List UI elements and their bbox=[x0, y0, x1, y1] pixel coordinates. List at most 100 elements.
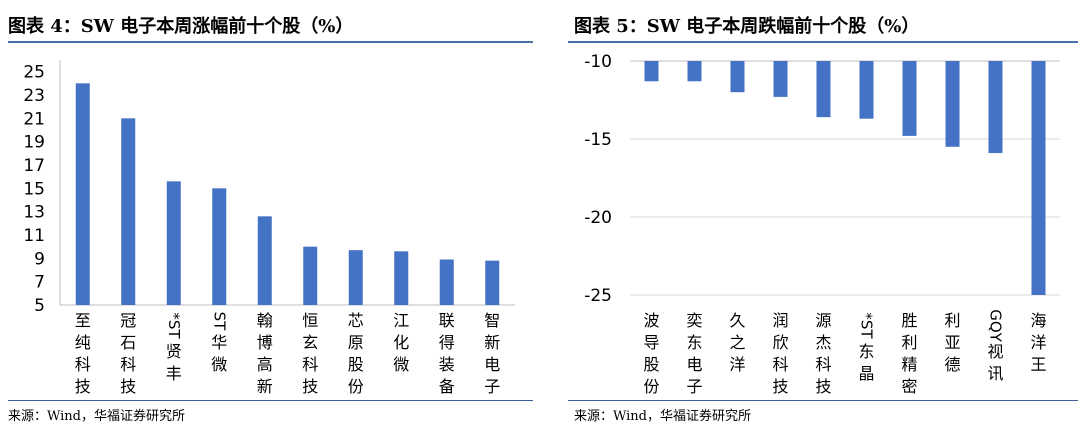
svg-text:海: 海 bbox=[1030, 311, 1046, 330]
svg-text:至: 至 bbox=[75, 311, 91, 330]
svg-text:技: 技 bbox=[75, 377, 91, 396]
svg-text:导: 导 bbox=[643, 333, 659, 352]
y-tick-label: -10 bbox=[584, 52, 612, 72]
chart-title: 图表 5：SW 电子本周跌幅前十个股（%） bbox=[574, 16, 920, 37]
bar bbox=[257, 216, 272, 305]
svg-text:东: 东 bbox=[858, 342, 874, 361]
svg-text:电: 电 bbox=[686, 355, 702, 374]
x-tick-label: *ST 贤丰 bbox=[165, 312, 183, 383]
bar bbox=[394, 251, 409, 305]
x-tick-label: 利亚德 bbox=[944, 311, 960, 374]
svg-text:玄: 玄 bbox=[302, 333, 318, 352]
bar bbox=[816, 61, 831, 118]
y-tick-label: -15 bbox=[584, 130, 612, 150]
svg-text:子: 子 bbox=[686, 377, 702, 396]
svg-text:贤: 贤 bbox=[166, 342, 182, 361]
svg-text:化: 化 bbox=[393, 333, 409, 352]
svg-text:新: 新 bbox=[484, 333, 500, 352]
bar bbox=[303, 246, 318, 305]
bar bbox=[988, 61, 1003, 154]
source-rule bbox=[8, 400, 533, 401]
svg-text:科: 科 bbox=[120, 355, 136, 374]
y-tick-label: 5 bbox=[34, 296, 45, 316]
svg-text:*ST: *ST bbox=[858, 312, 876, 339]
y-tick-label: -25 bbox=[584, 286, 612, 306]
bar bbox=[439, 259, 454, 305]
svg-text:波: 波 bbox=[643, 311, 659, 330]
y-tick-label: 17 bbox=[23, 156, 45, 176]
svg-text:奕: 奕 bbox=[686, 311, 702, 330]
svg-text:装: 装 bbox=[439, 355, 455, 374]
svg-text:晶: 晶 bbox=[858, 364, 874, 383]
title-rule bbox=[568, 41, 1078, 43]
svg-text:亚: 亚 bbox=[944, 333, 960, 352]
svg-text:久: 久 bbox=[729, 311, 745, 330]
svg-text:之: 之 bbox=[729, 333, 745, 352]
x-tick-label: 久之洋 bbox=[729, 311, 745, 374]
svg-text:欣: 欣 bbox=[772, 333, 788, 352]
bar bbox=[687, 61, 702, 82]
svg-text:新: 新 bbox=[257, 377, 273, 396]
bar bbox=[644, 61, 659, 82]
svg-text:密: 密 bbox=[901, 377, 917, 396]
source-rule bbox=[568, 400, 1078, 401]
svg-text:原: 原 bbox=[348, 333, 364, 352]
bar-chart-decliners: -10-15-20-25波导股份奕东电子久之洋润欣科技源杰科技*ST东晶胜利精密… bbox=[584, 52, 1060, 396]
chart-title: 图表 4：SW 电子本周涨幅前十个股（%） bbox=[8, 16, 354, 37]
bar bbox=[75, 83, 90, 305]
svg-text:华: 华 bbox=[211, 333, 227, 352]
svg-text:王: 王 bbox=[1030, 355, 1046, 374]
y-tick-label: 19 bbox=[23, 133, 45, 153]
bar-chart-gainers: 5791113151719212325至纯科技冠石科技*ST贤丰ST华微翰博高新… bbox=[23, 60, 515, 396]
svg-text:技: 技 bbox=[772, 377, 788, 396]
chart-panel-decliners: 图表 5：SW 电子本周跌幅前十个股（%） -10 -15 -20 -25 波导股份 奕东… bbox=[560, 0, 1080, 433]
svg-text:石: 石 bbox=[120, 333, 136, 352]
svg-text:联: 联 bbox=[439, 311, 455, 330]
svg-text:利: 利 bbox=[901, 333, 917, 352]
bar bbox=[902, 61, 917, 136]
y-tick-label: -20 bbox=[584, 208, 612, 228]
svg-text:恒: 恒 bbox=[302, 311, 318, 330]
y-tick-label: 15 bbox=[23, 179, 45, 199]
svg-text:微: 微 bbox=[393, 355, 409, 374]
bar bbox=[1031, 61, 1046, 295]
svg-text:洋: 洋 bbox=[1030, 333, 1046, 352]
svg-text:技: 技 bbox=[302, 377, 318, 396]
bar bbox=[485, 260, 500, 305]
title-rule bbox=[8, 41, 533, 43]
bar bbox=[773, 61, 788, 97]
svg-text:*ST: *ST bbox=[165, 312, 183, 339]
svg-text:科: 科 bbox=[815, 355, 831, 374]
svg-text:洋: 洋 bbox=[729, 355, 745, 374]
svg-text:视: 视 bbox=[987, 342, 1003, 361]
source-note: 来源：Wind，华福证券研究所 bbox=[574, 409, 751, 424]
svg-text:电: 电 bbox=[484, 355, 500, 374]
svg-text:纯: 纯 bbox=[75, 333, 91, 352]
svg-text:备: 备 bbox=[439, 377, 455, 396]
bar bbox=[859, 61, 874, 119]
svg-text:翰: 翰 bbox=[257, 311, 273, 330]
svg-text:源: 源 bbox=[815, 311, 831, 330]
y-tick-label: 21 bbox=[23, 109, 45, 129]
x-tick-label: 海洋王 bbox=[1030, 311, 1046, 374]
svg-text:杰: 杰 bbox=[815, 333, 831, 352]
svg-text:微: 微 bbox=[211, 355, 227, 374]
y-tick-label: 11 bbox=[23, 226, 45, 246]
x-tick-label: *ST 东晶 bbox=[858, 312, 876, 383]
y-tick-label: 23 bbox=[23, 86, 45, 106]
svg-text:江: 江 bbox=[393, 311, 409, 330]
y-tick-label: 9 bbox=[34, 249, 45, 269]
